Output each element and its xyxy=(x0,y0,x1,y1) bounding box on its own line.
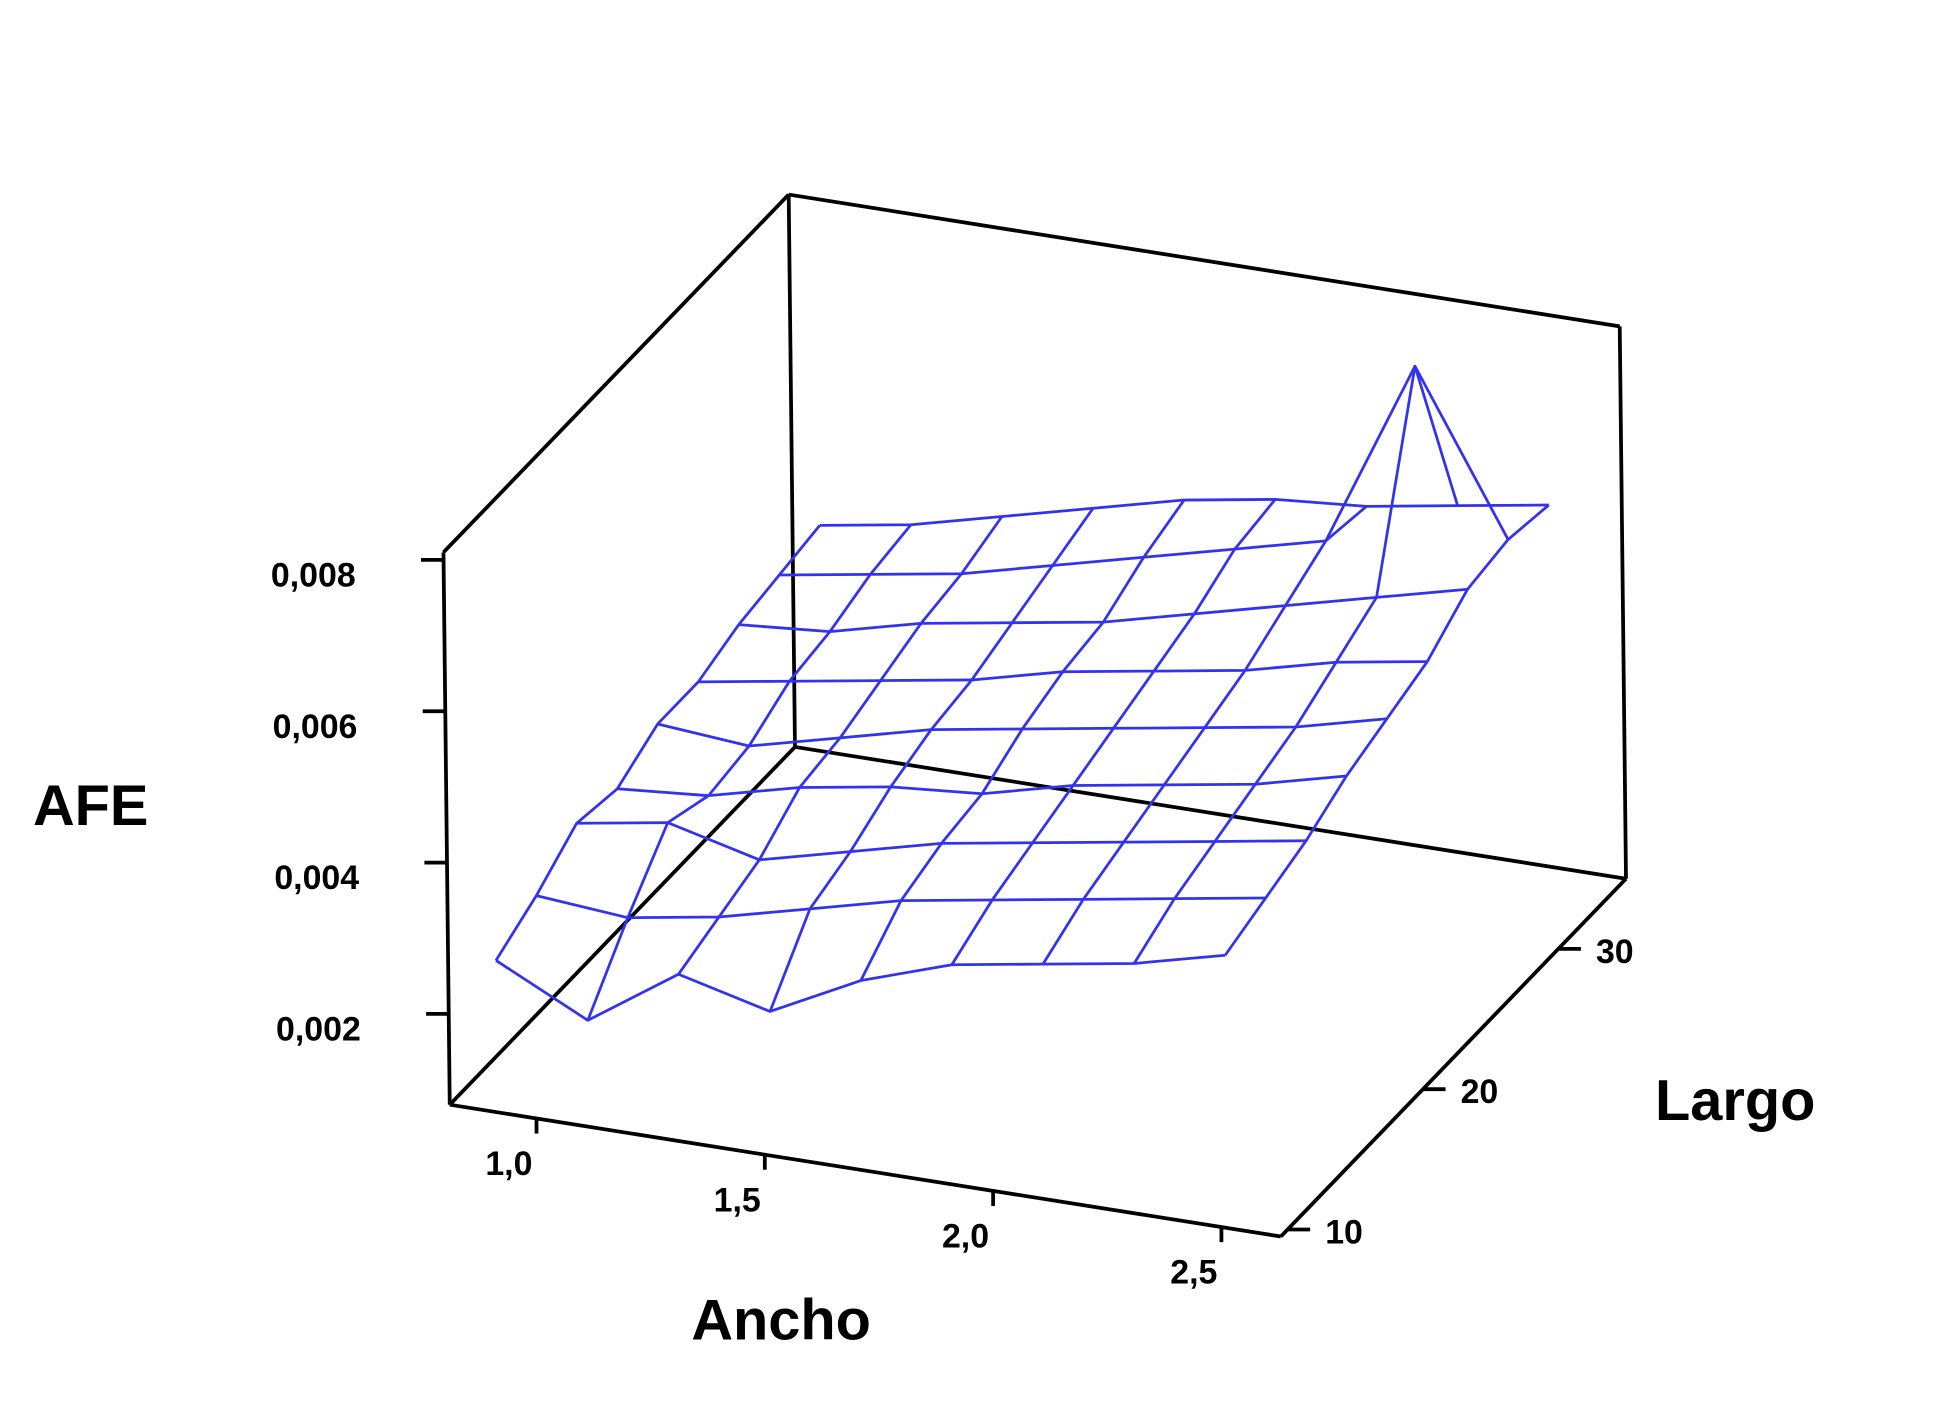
x-tick-label: 2,5 xyxy=(1170,1254,1217,1292)
y-tick-label: 30 xyxy=(1596,933,1634,971)
mesh-row xyxy=(657,717,1387,748)
mesh-column xyxy=(677,515,1004,976)
z-tick-label: 0,008 xyxy=(271,556,356,594)
z-axis-title: AFE xyxy=(33,774,148,838)
z-tick-label: 0,002 xyxy=(276,1010,361,1048)
mesh-column xyxy=(1224,503,1550,957)
mesh-column xyxy=(1132,364,1459,965)
mesh-column xyxy=(494,524,821,962)
box-edge xyxy=(442,193,791,554)
y-tick-label: 10 xyxy=(1325,1213,1363,1251)
x-tick-label: 1,5 xyxy=(714,1181,761,1219)
box-edge xyxy=(448,745,797,1107)
x-tick-label: 1,0 xyxy=(485,1145,532,1183)
mesh-column xyxy=(950,498,1277,966)
mesh-row xyxy=(576,821,1307,862)
box-edge xyxy=(1617,326,1628,879)
box-edge xyxy=(794,745,1627,881)
x-axis-title: Ancho xyxy=(691,1289,871,1353)
x-tick-label: 2,0 xyxy=(942,1218,989,1256)
mesh-column xyxy=(586,523,912,1021)
mesh-column xyxy=(859,499,1186,982)
mesh-row xyxy=(495,953,1226,1022)
box-edge xyxy=(441,552,452,1105)
mesh-row xyxy=(819,498,1549,527)
box-edge xyxy=(449,1102,1282,1239)
mesh-column xyxy=(768,507,1095,1012)
y-tick-label: 20 xyxy=(1461,1073,1499,1111)
box-edge xyxy=(1279,877,1628,1238)
y-axis-title: Largo xyxy=(1655,1069,1815,1133)
z-tick-label: 0,004 xyxy=(274,859,359,897)
box-edge xyxy=(788,192,1621,329)
box-edge xyxy=(786,194,797,747)
mesh-column xyxy=(1041,505,1368,965)
z-tick-label: 0,006 xyxy=(273,708,358,746)
